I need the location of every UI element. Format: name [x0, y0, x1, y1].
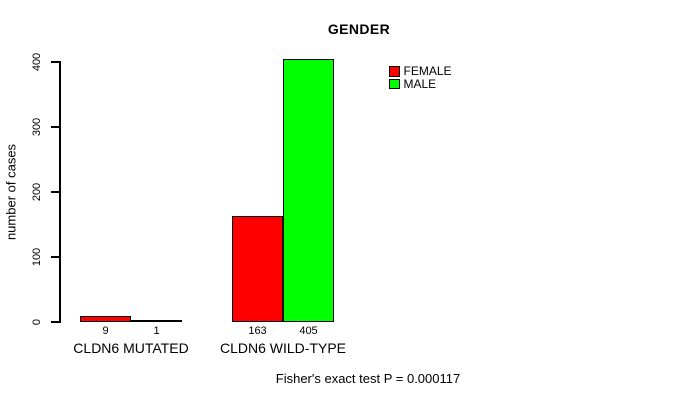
y-tick-label-0: 0: [31, 318, 43, 326]
bar-male-cldn6-mutated: [131, 320, 182, 322]
bar-female-cldn6-mutated: [80, 316, 131, 322]
y-tick-mark-300: [51, 126, 59, 128]
y-axis-label: number of cases: [3, 143, 19, 241]
y-tick-mark-400: [51, 61, 59, 63]
y-tick-label-200: 200: [31, 182, 43, 202]
y-tick-label-400: 400: [31, 52, 43, 72]
bar-value-female-cldn6-wild-type: 163: [248, 325, 267, 337]
legend-item-female: FEMALE: [389, 64, 452, 78]
legend-swatch-female: [389, 66, 400, 77]
category-label-cldn6-wild-type: CLDN6 WILD-TYPE: [219, 340, 347, 356]
category-label-cldn6-mutated: CLDN6 MUTATED: [73, 340, 189, 356]
legend-swatch-male: [389, 78, 400, 90]
bar-female-cldn6-wild-type: [232, 216, 283, 322]
y-tick-mark-100: [51, 256, 59, 258]
y-tick-mark-0: [51, 321, 59, 323]
bar-value-female-cldn6-mutated: 9: [102, 325, 109, 337]
annotation-text: Fisher's exact test P = 0.000117: [275, 371, 461, 386]
y-tick-mark-200: [51, 191, 59, 193]
bar-value-male-cldn6-mutated: 1: [153, 325, 160, 337]
legend-label-male: MALE: [403, 76, 437, 91]
y-tick-label-100: 100: [31, 247, 43, 267]
bar-value-male-cldn6-wild-type: 405: [299, 325, 318, 337]
legend-item-male: MALE: [389, 76, 437, 91]
y-axis-line: [58, 61, 61, 323]
bar-male-cldn6-wild-type: [283, 58, 334, 322]
legend-label-female: FEMALE: [403, 64, 452, 78]
y-tick-label-300: 300: [31, 117, 43, 137]
chart-title: GENDER: [327, 21, 391, 37]
